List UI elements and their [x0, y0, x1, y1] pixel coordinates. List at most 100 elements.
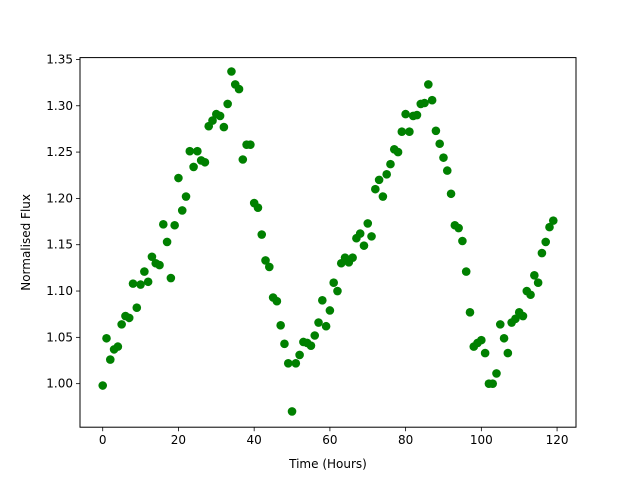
data-points — [98, 67, 558, 416]
data-point — [526, 290, 535, 300]
data-point — [488, 379, 498, 388]
data-point — [412, 110, 422, 120]
data-point — [499, 333, 509, 343]
y-tick-label: 1.10 — [46, 284, 73, 298]
y-tick-label: 1.35 — [46, 52, 73, 66]
data-point — [518, 311, 528, 321]
data-point — [155, 260, 164, 270]
data-point — [511, 314, 520, 324]
data-point — [283, 358, 293, 368]
x-tick-label: 0 — [99, 433, 107, 447]
x-tick-label: 120 — [546, 433, 569, 447]
data-point — [174, 173, 183, 183]
data-point — [442, 166, 452, 175]
data-point — [431, 126, 441, 136]
x-tick-label: 40 — [247, 433, 262, 447]
data-point — [181, 192, 191, 201]
x-axis-label: Time (Hours) — [288, 457, 367, 471]
y-tick-label: 1.05 — [46, 330, 73, 344]
data-point — [495, 320, 505, 329]
y-tick-label: 1.20 — [46, 191, 73, 205]
data-point — [177, 206, 187, 215]
data-point — [492, 369, 501, 378]
data-point — [310, 331, 320, 340]
data-point — [143, 277, 153, 287]
data-point — [117, 320, 126, 329]
data-point — [200, 157, 210, 167]
plot-frame — [79, 57, 577, 428]
data-point — [329, 278, 338, 287]
data-point — [253, 203, 263, 212]
data-point — [548, 216, 558, 225]
data-point — [355, 229, 365, 238]
data-point — [306, 341, 316, 350]
data-point — [382, 170, 391, 179]
data-point — [397, 127, 407, 137]
data-point — [480, 348, 490, 358]
data-point — [393, 147, 403, 157]
data-point — [276, 321, 285, 330]
data-point — [420, 98, 429, 108]
data-point — [545, 222, 554, 232]
data-point — [162, 237, 172, 247]
data-point — [386, 159, 395, 169]
data-point — [363, 219, 373, 228]
x-tick-label: 100 — [470, 433, 493, 447]
data-point — [208, 116, 217, 125]
x-tick-label: 20 — [171, 433, 186, 447]
data-point — [321, 321, 331, 331]
data-point — [265, 262, 274, 272]
data-point — [159, 220, 168, 229]
data-point — [367, 232, 376, 241]
data-point — [113, 342, 123, 351]
data-point — [435, 139, 444, 149]
data-point — [541, 237, 551, 247]
data-point — [219, 122, 229, 132]
data-point — [295, 350, 304, 360]
data-point — [193, 146, 202, 156]
x-axis-ticks: 0 20 40 60 80 100 120 — [99, 427, 569, 447]
data-point — [227, 67, 236, 76]
data-point — [348, 253, 357, 262]
data-point — [189, 162, 198, 172]
data-point — [374, 175, 384, 185]
data-point — [124, 313, 134, 323]
y-axis-ticks: 1.00 1.05 1.10 1.15 1.20 1.25 1.30 1.35 — [46, 52, 80, 391]
data-point — [465, 308, 475, 317]
data-point — [238, 155, 248, 164]
data-point — [461, 267, 471, 276]
data-point — [318, 295, 327, 305]
data-point — [401, 109, 410, 119]
data-point — [223, 99, 232, 109]
data-point — [378, 192, 388, 201]
data-point — [359, 241, 369, 250]
data-point — [405, 127, 414, 137]
data-point — [215, 111, 225, 121]
y-tick-label: 1.25 — [46, 145, 73, 159]
data-point — [105, 355, 115, 364]
data-point — [102, 333, 111, 343]
data-point — [98, 381, 108, 390]
y-axis-label: Normalised Flux — [19, 194, 33, 291]
data-point — [424, 80, 433, 89]
data-point — [147, 252, 157, 262]
data-point — [333, 286, 342, 296]
data-point — [439, 153, 448, 162]
data-point — [291, 358, 301, 368]
data-point — [533, 278, 543, 287]
data-point — [503, 348, 513, 358]
data-point — [458, 236, 467, 246]
data-point — [530, 270, 539, 280]
data-point — [234, 84, 244, 94]
data-point — [280, 339, 289, 349]
x-tick-label: 80 — [398, 433, 413, 447]
data-point — [272, 296, 282, 306]
data-point — [287, 407, 297, 416]
data-point — [446, 189, 456, 199]
x-tick-label: 60 — [322, 433, 337, 447]
data-point — [185, 146, 195, 156]
data-point — [477, 335, 486, 345]
data-point — [325, 306, 335, 315]
data-point — [140, 267, 149, 276]
data-point — [371, 184, 380, 194]
